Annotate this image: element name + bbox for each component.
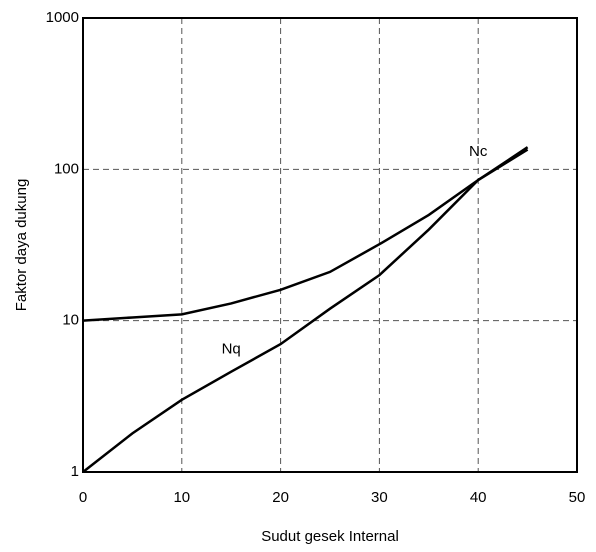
- series-label: Nc: [469, 143, 488, 160]
- x-axis-label: Sudut gesek Internal: [261, 528, 399, 545]
- x-tick-label: 30: [371, 489, 388, 506]
- x-tick-label: 10: [173, 489, 190, 506]
- y-tick-label: 10: [62, 312, 79, 329]
- y-tick-label: 1000: [46, 9, 79, 26]
- series-line: [82, 148, 529, 473]
- x-tick-label: 0: [79, 489, 87, 506]
- x-tick-label: 20: [272, 489, 289, 506]
- y-tick-label: 1: [71, 463, 79, 480]
- series-line: [82, 146, 529, 322]
- series-label: Nq: [222, 341, 241, 358]
- y-axis-label: Faktor daya dukung: [13, 179, 30, 312]
- plot-frame: [82, 17, 578, 473]
- y-tick-label: 100: [54, 160, 79, 177]
- x-tick-label: 40: [470, 489, 487, 506]
- x-tick-label: 50: [569, 489, 586, 506]
